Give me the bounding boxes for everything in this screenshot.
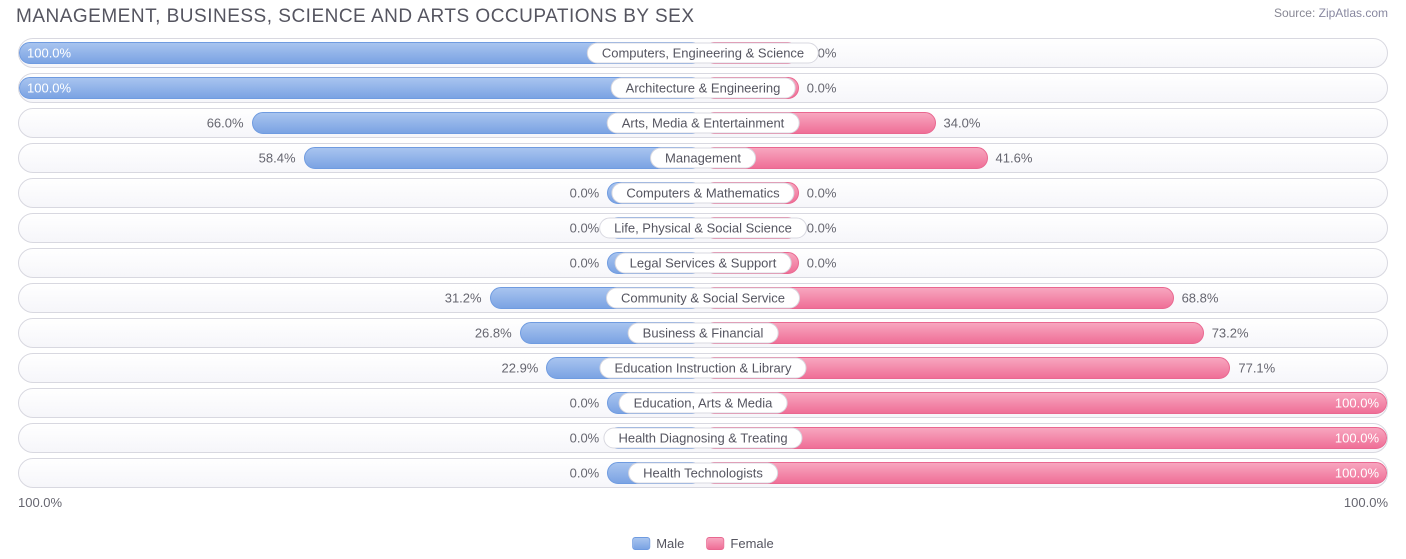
legend-female: Female [706,536,773,551]
female-pct: 0.0% [807,221,837,236]
category-label: Management [650,148,756,169]
male-pct: 66.0% [207,116,244,131]
male-pct: 58.4% [259,151,296,166]
axis-right-label: 100.0% [1344,495,1388,510]
category-label: Computers, Engineering & Science [587,43,819,64]
female-bar [703,462,1387,484]
category-label: Education Instruction & Library [599,358,806,379]
female-pct: 77.1% [1238,361,1275,376]
axis-left-label: 100.0% [18,495,62,510]
chart-row: 26.8% 73.2% Business & Financial [18,318,1388,348]
category-label: Arts, Media & Entertainment [607,113,800,134]
legend: Male Female [632,536,774,551]
chart-title: MANAGEMENT, BUSINESS, SCIENCE AND ARTS O… [16,6,695,28]
male-pct: 0.0% [570,186,600,201]
male-pct: 0.0% [570,466,600,481]
chart-row: 100.0% 0.0% Architecture & Engineering [18,73,1388,103]
female-pct: 34.0% [944,116,981,131]
chart-row: 100.0%0.0%Computers, Engineering & Scien… [18,38,1388,68]
female-bar [703,392,1387,414]
category-label: Community & Social Service [606,288,800,309]
female-swatch-icon [706,537,724,550]
chart-header: MANAGEMENT, BUSINESS, SCIENCE AND ARTS O… [0,0,1406,32]
category-label: Business & Financial [628,323,779,344]
category-label: Health Technologists [628,463,778,484]
female-pct: 100.0% [1335,396,1379,411]
chart-row: 0.0% 0.0% Legal Services & Support [18,248,1388,278]
legend-male: Male [632,536,684,551]
category-label: Legal Services & Support [615,253,792,274]
chart-row: 0.0% 100.0% Health Technologists [18,458,1388,488]
chart-row: 31.2% 68.8% Community & Social Service [18,283,1388,313]
female-pct: 0.0% [807,256,837,271]
female-pct: 100.0% [1335,466,1379,481]
female-pct: 68.8% [1182,291,1219,306]
female-pct: 73.2% [1212,326,1249,341]
male-pct: 26.8% [475,326,512,341]
male-pct: 100.0% [27,81,71,96]
female-bar [703,427,1387,449]
male-pct: 0.0% [570,256,600,271]
legend-female-label: Female [730,536,773,551]
chart-row: 22.9% 77.1% Education Instruction & Librar… [18,353,1388,383]
female-pct: 41.6% [996,151,1033,166]
source-value: ZipAtlas.com [1319,6,1388,20]
male-pct: 100.0% [27,46,71,61]
chart-row: 0.0% 100.0% Health Diagnosing & Treating [18,423,1388,453]
category-label: Architecture & Engineering [611,78,796,99]
category-label: Education, Arts & Media [619,393,788,414]
category-label: Computers & Mathematics [611,183,794,204]
x-axis: 100.0% 100.0% [0,493,1406,510]
male-pct: 31.2% [445,291,482,306]
chart-row: 0.0% 100.0% Education, Arts & Media [18,388,1388,418]
female-pct: 0.0% [807,81,837,96]
male-pct: 0.0% [570,396,600,411]
diverging-bar-chart: 100.0% 0.0% Computers, Engineering & Scien… [0,32,1406,488]
source-label: Source: [1274,6,1315,20]
chart-row: 0.0% 0.0% Computers & Mathematics [18,178,1388,208]
male-bar [304,147,703,169]
category-label: Health Diagnosing & Treating [603,428,802,449]
female-pct: 100.0% [1335,431,1379,446]
male-pct: 0.0% [570,221,600,236]
chart-row: 58.4% 41.6% Management [18,143,1388,173]
female-pct: 0.0% [807,186,837,201]
male-swatch-icon [632,537,650,550]
male-bar [19,77,703,99]
male-pct: 22.9% [502,361,539,376]
source-attribution: Source: ZipAtlas.com [1274,6,1388,20]
legend-male-label: Male [656,536,684,551]
chart-row: 66.0% 34.0% Arts, Media & Entertainment [18,108,1388,138]
chart-row: 0.0% 0.0%Life, Physical & Social Science [18,213,1388,243]
male-pct: 0.0% [570,431,600,446]
category-label: Life, Physical & Social Science [599,218,807,239]
